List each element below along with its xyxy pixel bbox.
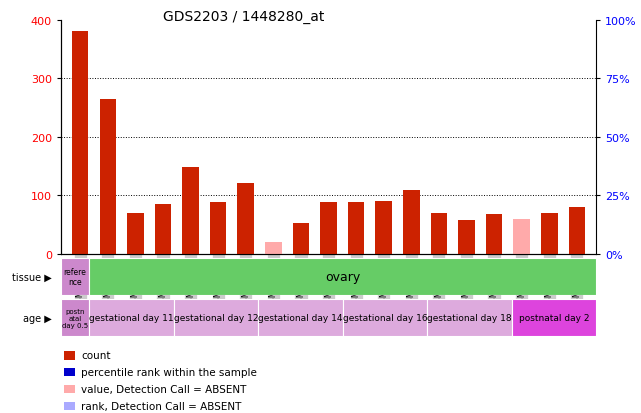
Bar	[182, 168, 199, 254]
Text: GDS2203 / 1448280_at: GDS2203 / 1448280_at	[163, 10, 324, 24]
Bar	[569, 207, 585, 254]
Text: gestational day 11: gestational day 11	[89, 313, 174, 323]
Text: gestational day 12: gestational day 12	[174, 313, 258, 323]
Bar	[258, 299, 342, 337]
Bar	[61, 299, 89, 337]
Bar	[99, 100, 116, 254]
Bar	[127, 213, 144, 254]
Text: value, Detection Call = ABSENT: value, Detection Call = ABSENT	[81, 384, 247, 394]
Text: gestational day 16: gestational day 16	[342, 313, 427, 323]
Bar	[237, 184, 254, 254]
Bar	[486, 214, 503, 254]
Text: gestational day 18: gestational day 18	[427, 313, 512, 323]
Bar	[154, 204, 171, 254]
Bar	[403, 191, 420, 254]
Text: rank, Detection Call = ABSENT: rank, Detection Call = ABSENT	[81, 401, 242, 411]
Bar	[431, 213, 447, 254]
Bar	[458, 220, 475, 254]
Bar	[72, 32, 88, 254]
Bar	[63, 368, 76, 377]
Bar	[348, 203, 364, 254]
Text: tissue ▶: tissue ▶	[12, 272, 52, 282]
Bar	[320, 203, 337, 254]
Bar	[174, 299, 258, 337]
Bar	[342, 299, 427, 337]
Bar	[376, 202, 392, 254]
Text: count: count	[81, 351, 111, 361]
Bar	[89, 299, 174, 337]
Bar	[265, 242, 281, 254]
Bar	[210, 203, 226, 254]
Bar	[541, 213, 558, 254]
Text: postnatal day 2: postnatal day 2	[519, 313, 589, 323]
Text: percentile rank within the sample: percentile rank within the sample	[81, 367, 257, 377]
Bar	[63, 385, 76, 393]
Text: postn
atal
day 0.5: postn atal day 0.5	[62, 308, 88, 328]
Bar	[63, 402, 76, 410]
Text: ovary: ovary	[325, 270, 360, 283]
Text: age ▶: age ▶	[23, 313, 52, 323]
Bar	[63, 351, 76, 360]
Bar	[513, 219, 530, 254]
Text: gestational day 14: gestational day 14	[258, 313, 342, 323]
Bar	[293, 224, 309, 254]
Bar	[427, 299, 512, 337]
Bar	[512, 299, 596, 337]
Text: refere
nce: refere nce	[63, 267, 87, 286]
Bar	[61, 258, 89, 295]
